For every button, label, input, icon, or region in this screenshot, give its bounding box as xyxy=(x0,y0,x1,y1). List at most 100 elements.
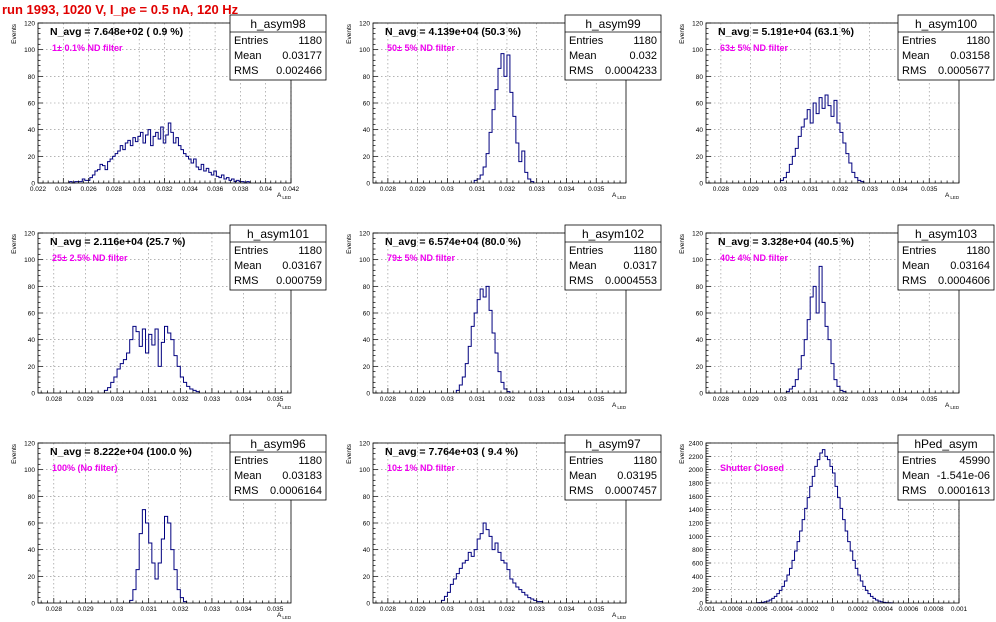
filter-label: 79± 5% ND filter xyxy=(387,253,455,263)
x-tick-label: 0.029 xyxy=(410,396,427,403)
histogram-panel-h_asym103: 0.028 0.029 0.03 0.031 0.032 0.033 0.034 0.035 0… xyxy=(679,224,995,410)
x-axis-title: ALED xyxy=(945,402,960,410)
y-axis-title: Events xyxy=(11,443,18,464)
stats-box: h_asym102 Entries 1180 Mean 0.0317 RMS 0.00045… xyxy=(564,224,662,291)
y-axis-title: Events xyxy=(679,233,686,254)
y-tick-label: 1400 xyxy=(689,507,704,514)
histogram-panel-h_asym100: 0.028 0.029 0.03 0.031 0.032 0.033 0.034 0.035 0… xyxy=(679,14,995,200)
x-tick-label: 0.03 xyxy=(441,186,454,193)
stat-value-entries: 1180 xyxy=(298,35,322,47)
y-tick-label: 1800 xyxy=(689,481,704,488)
y-tick-label: 600 xyxy=(692,561,703,568)
histogram-panel-h_asym102: 0.028 0.029 0.03 0.031 0.032 0.033 0.034 0.035 0… xyxy=(346,224,662,410)
y-tick-label: 80 xyxy=(28,494,36,501)
stat-value-mean: 0.03195 xyxy=(617,470,657,482)
x-axis-title: ALED xyxy=(612,402,627,410)
y-tick-label: 120 xyxy=(24,231,35,238)
stat-value-entries: 1180 xyxy=(298,245,322,257)
stats-box-title: h_asym100 xyxy=(915,17,977,31)
stat-value-entries: 1180 xyxy=(633,245,657,257)
x-tick-label: 0.032 xyxy=(832,396,849,403)
y-tick-label: 40 xyxy=(696,337,704,344)
navg-label: N_avg = 8.222e+04 (100.0 %) xyxy=(50,446,192,458)
y-tick-label: 40 xyxy=(363,337,371,344)
navg-label: N_avg = 7.764e+03 ( 9.4 %) xyxy=(385,446,518,458)
x-tick-label: 0.034 xyxy=(891,396,908,403)
stats-box-frame xyxy=(897,224,995,291)
stat-name-mean: Mean xyxy=(902,50,930,62)
histogram-series xyxy=(785,265,847,393)
histogram-panel-h_asym97: 0.028 0.029 0.03 0.031 0.032 0.033 0.034 0.035 0… xyxy=(346,434,662,620)
stat-name-rms: RMS xyxy=(234,65,258,77)
x-axis-title: ALED xyxy=(945,192,960,200)
x-tick-label: 0.033 xyxy=(862,186,879,193)
filter-label: 40± 4% ND filter xyxy=(720,253,788,263)
y-tick-label: 2400 xyxy=(689,441,704,448)
stat-value-entries: 45990 xyxy=(959,455,990,467)
y-tick-label: 80 xyxy=(363,494,371,501)
y-tick-label: 800 xyxy=(692,547,703,554)
y-tick-label: 0 xyxy=(366,391,370,398)
stat-value-rms: 0.000759 xyxy=(276,275,322,287)
stat-name-mean: Mean xyxy=(902,470,930,482)
y-tick-label: 20 xyxy=(696,364,704,371)
y-tick-label: 100 xyxy=(24,257,35,264)
x-tick-label: 0.029 xyxy=(410,186,427,193)
x-tick-label: 0 xyxy=(831,606,835,613)
x-tick-label: 0.032 xyxy=(499,606,516,613)
stat-name-mean: Mean xyxy=(234,50,262,62)
y-tick-label: 120 xyxy=(24,441,35,448)
x-tick-label: 0.028 xyxy=(46,606,63,613)
y-tick-label: 80 xyxy=(363,284,371,291)
x-tick-label: 0.022 xyxy=(30,186,47,193)
stat-value-entries: 1180 xyxy=(633,455,657,467)
x-tick-label: 0.028 xyxy=(46,396,63,403)
x-tick-label: 0.035 xyxy=(588,396,605,403)
y-axis-title: Events xyxy=(11,233,18,254)
navg-label: N_avg = 4.139e+04 (50.3 %) xyxy=(385,26,521,38)
histogram-series xyxy=(779,94,865,183)
stats-box: h_asym99 Entries 1180 Mean 0.032 RMS 0.0004233 xyxy=(564,14,662,81)
y-tick-label: 200 xyxy=(692,587,703,594)
stats-box-frame xyxy=(229,14,327,81)
histogram-series xyxy=(103,325,200,393)
x-tick-label: 0.026 xyxy=(80,186,97,193)
x-axis-title: ALED xyxy=(277,402,292,410)
stats-box: h_asym103 Entries 1180 Mean 0.03164 RMS 0.0004… xyxy=(897,224,995,291)
stat-value-mean: 0.0317 xyxy=(623,260,657,272)
y-axis-title: Events xyxy=(346,443,353,464)
histogram-panel-hPed_asym: -0.001 -0.0008 -0.0006 -0.0004 -0.0002 0 0.000… xyxy=(679,434,995,613)
x-tick-label: 0.033 xyxy=(204,396,221,403)
x-tick-label: 0.033 xyxy=(204,606,221,613)
x-tick-label: 0.0002 xyxy=(848,606,868,613)
x-tick-label: 0.034 xyxy=(235,396,252,403)
x-tick-label: 0.033 xyxy=(529,606,546,613)
x-axis-title: ALED xyxy=(277,612,292,620)
x-tick-label: 0.035 xyxy=(921,186,938,193)
stats-box-frame xyxy=(229,224,327,291)
y-tick-label: 0 xyxy=(699,391,703,398)
histogram-panel-h_asym96: 0.028 0.029 0.03 0.031 0.032 0.033 0.034 0.035 0… xyxy=(11,434,327,620)
y-tick-label: 1200 xyxy=(689,521,704,528)
stat-value-rms: 0.002466 xyxy=(276,65,322,77)
stat-value-mean: 0.03158 xyxy=(950,50,990,62)
y-tick-label: 20 xyxy=(363,574,371,581)
navg-label: N_avg = 7.648e+02 ( 0.9 %) xyxy=(50,26,183,38)
y-tick-label: 60 xyxy=(363,521,371,528)
histogram-series xyxy=(455,285,511,393)
x-tick-label: 0.034 xyxy=(182,186,199,193)
y-tick-label: 400 xyxy=(692,574,703,581)
y-tick-label: 0 xyxy=(366,601,370,608)
y-tick-label: 0 xyxy=(31,391,35,398)
stat-name-rms: RMS xyxy=(902,275,926,287)
y-tick-label: 40 xyxy=(28,127,36,134)
navg-label: N_avg = 6.574e+04 (80.0 %) xyxy=(385,236,521,248)
stats-box-title: hPed_asym xyxy=(914,437,977,451)
stat-value-rms: 0.0004233 xyxy=(605,65,657,77)
y-axis-title: Events xyxy=(679,23,686,44)
stats-box: h_asym101 Entries 1180 Mean 0.03167 RMS 0.0007… xyxy=(229,224,327,291)
y-tick-label: 100 xyxy=(692,257,703,264)
y-tick-label: 40 xyxy=(696,127,704,134)
histogram-series xyxy=(756,449,894,604)
y-tick-label: 60 xyxy=(28,101,36,108)
